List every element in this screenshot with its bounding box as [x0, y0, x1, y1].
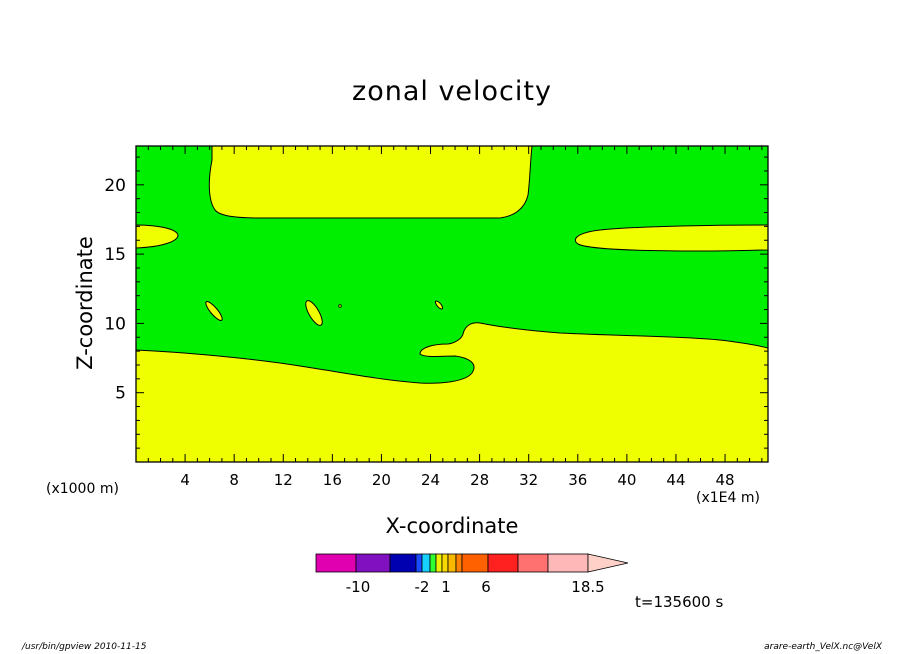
- colorbar-segment: [447, 553, 457, 573]
- left-yellow-lobe: [135, 224, 179, 249]
- x-tick-label: 40: [617, 471, 636, 489]
- lower-yellow-region: [135, 322, 769, 463]
- plot-frame: [135, 145, 769, 463]
- colorbar-segment: [517, 553, 549, 573]
- y-tick-label: 20: [104, 176, 126, 196]
- x-unit-note: (x1000 m): [46, 481, 119, 497]
- colorbar-segment: [441, 553, 449, 573]
- y-axis-label: Z-coordinate: [73, 236, 97, 370]
- colorbar-tick-label: 6: [481, 578, 491, 596]
- x-tick-label: 32: [519, 471, 538, 489]
- footer-source: arare-earth_VelX.nc@VelX: [764, 642, 882, 652]
- colorbar: -10 -2 1 6 18.5: [315, 553, 629, 596]
- x-tick-label: 28: [470, 471, 489, 489]
- colorbar-tick-label: 1: [441, 578, 451, 596]
- y-tick-label: 5: [115, 384, 126, 404]
- right-yellow-lobe: [574, 224, 769, 252]
- y-tick-label: 10: [104, 314, 126, 334]
- x-tick-label: 4: [180, 471, 190, 489]
- x-tick-label: 44: [666, 471, 685, 489]
- colorbar-segment: [487, 553, 519, 573]
- x-tick-label: 36: [568, 471, 587, 489]
- colorbar-tick-label: -10: [346, 578, 371, 596]
- small-blob: [434, 300, 444, 310]
- upper-yellow-region: [208, 145, 533, 219]
- x-tick-label: 20: [372, 471, 391, 489]
- colorbar-segment: [547, 553, 589, 573]
- x-tick-label: 16: [323, 471, 342, 489]
- colorbar-segment: [415, 553, 423, 573]
- colorbar-segment: [355, 553, 391, 573]
- colorbar-segment: [315, 553, 357, 573]
- colorbar-tick-label: 18.5: [571, 578, 604, 596]
- chart-title: zonal velocity: [352, 76, 552, 107]
- x-tick-label: 12: [274, 471, 293, 489]
- x-tick-label: 48: [716, 471, 735, 489]
- colorbar-tick-label: -2: [415, 578, 430, 596]
- time-annotation: t=135600 s: [635, 593, 724, 611]
- x-tick-label: 24: [421, 471, 440, 489]
- y-tick-label: 15: [104, 245, 126, 265]
- colorbar-segment: [455, 553, 463, 573]
- colorbar-extension-arrow: [587, 553, 629, 573]
- colorbar-segment: [461, 553, 489, 573]
- x-tick-label: 8: [229, 471, 239, 489]
- x-axis-label: X-coordinate: [385, 514, 519, 538]
- small-blob: [205, 301, 223, 321]
- footer-command: /usr/bin/gpview 2010-11-15: [22, 642, 147, 652]
- small-blob: [338, 304, 342, 308]
- small-blob: [305, 300, 323, 326]
- colorbar-segment: [435, 553, 443, 573]
- colorbar-segment: [429, 553, 437, 573]
- colorbar-segment: [389, 553, 417, 573]
- colorbar-segment: [421, 553, 431, 573]
- x-scale-note: (x1E4 m): [696, 490, 760, 506]
